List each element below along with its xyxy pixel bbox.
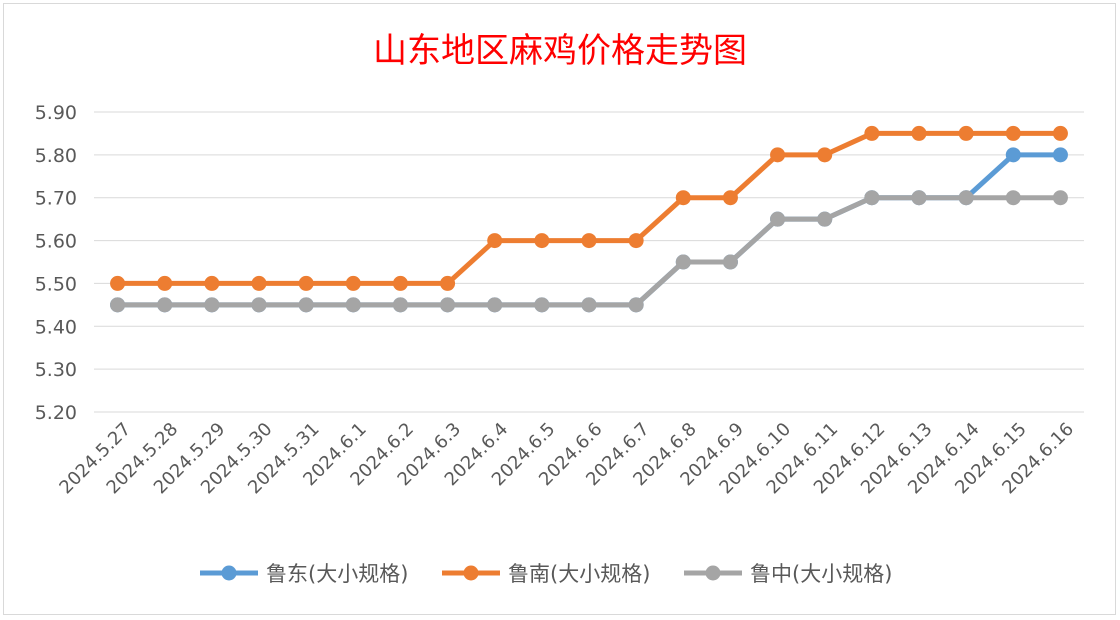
data-point (1005, 190, 1021, 206)
data-point (1005, 125, 1021, 141)
data-point (722, 190, 738, 206)
y-tick-label: 5.80 (35, 145, 77, 167)
series-line (117, 130, 1061, 286)
data-point (345, 297, 361, 313)
data-point (110, 275, 126, 291)
x-axis: 2024.5.272024.5.282024.5.292024.5.302024… (55, 419, 1077, 499)
y-tick-label: 5.40 (35, 316, 77, 338)
data-point (1005, 147, 1021, 163)
data-point (958, 125, 974, 141)
data-point (392, 297, 408, 313)
legend-label: 鲁东(大小规格) (266, 562, 408, 586)
y-tick-label: 5.70 (35, 188, 77, 210)
chart-frame (3, 3, 1116, 615)
legend-item: 鲁东(大小规格) (200, 562, 408, 586)
data-point (911, 125, 927, 141)
series-2 (110, 190, 1068, 313)
data-point (534, 297, 550, 313)
y-tick-label: 5.50 (35, 273, 77, 295)
legend-marker (463, 565, 479, 581)
data-point (581, 297, 597, 313)
legend-label: 鲁中(大小规格) (750, 562, 892, 586)
data-point (958, 190, 974, 206)
data-point (628, 297, 644, 313)
data-point (628, 233, 644, 249)
data-point (487, 297, 503, 313)
data-point (770, 147, 786, 163)
y-tick-label: 5.60 (35, 231, 77, 253)
data-point (770, 211, 786, 227)
data-point (392, 275, 408, 291)
data-point (911, 190, 927, 206)
series-1 (110, 125, 1068, 291)
legend-marker (221, 565, 237, 581)
legend-label: 鲁南(大小规格) (508, 562, 650, 586)
data-point (157, 297, 173, 313)
data-point (110, 297, 126, 313)
y-axis: 5.20 5.30 5.40 5.50 5.60 5.70 5.80 5.90 (35, 102, 77, 424)
series-group (110, 125, 1068, 313)
chart-title: 山东地区麻鸡价格走势图 (373, 31, 747, 71)
data-point (251, 275, 267, 291)
data-point (581, 233, 597, 249)
data-point (1052, 147, 1068, 163)
data-point (864, 125, 880, 141)
data-point (157, 275, 173, 291)
data-point (722, 254, 738, 270)
data-point (675, 190, 691, 206)
data-point (1052, 190, 1068, 206)
data-point (204, 297, 220, 313)
data-point (817, 147, 833, 163)
data-point (864, 190, 880, 206)
data-point (534, 233, 550, 249)
y-tick-label: 5.90 (35, 102, 77, 124)
y-tick-label: 5.20 (35, 402, 77, 424)
gridlines (94, 111, 1084, 413)
data-point (298, 297, 314, 313)
data-point (204, 275, 220, 291)
data-point (440, 275, 456, 291)
data-point (1052, 125, 1068, 141)
legend: 鲁东(大小规格) 鲁南(大小规格) 鲁中(大小规格) (200, 562, 892, 586)
legend-item: 鲁中(大小规格) (684, 562, 892, 586)
legend-item: 鲁南(大小规格) (442, 562, 650, 586)
data-point (298, 275, 314, 291)
data-point (440, 297, 456, 313)
data-point (487, 233, 503, 249)
data-point (675, 254, 691, 270)
data-point (345, 275, 361, 291)
legend-marker (705, 565, 721, 581)
y-tick-label: 5.30 (35, 359, 77, 381)
data-point (251, 297, 267, 313)
data-point (817, 211, 833, 227)
